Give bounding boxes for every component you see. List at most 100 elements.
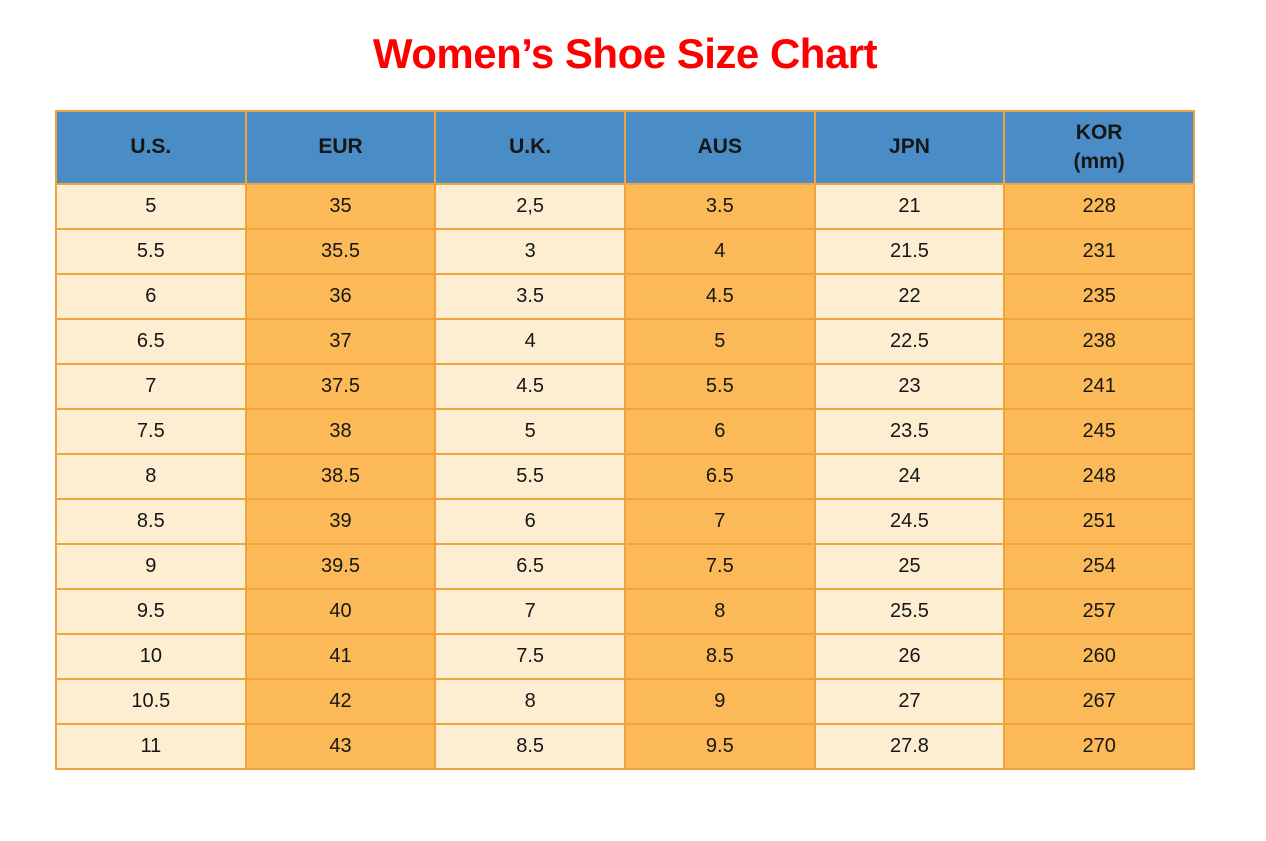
table-row: 9 39.5 6.5 7.5 25 254	[55, 543, 1195, 590]
table-row: 6.5 37 4 5 22.5 238	[55, 318, 1195, 365]
size-cell: 4	[623, 228, 816, 275]
size-cell: 7.5	[623, 543, 816, 590]
column-header-label: JPN	[889, 135, 930, 159]
size-cell: 43	[244, 723, 437, 770]
column-header-aus: AUS	[623, 110, 816, 185]
size-cell: 25.5	[813, 588, 1006, 635]
size-cell: 21	[813, 183, 1006, 230]
size-cell: 10.5	[55, 678, 247, 725]
size-cell: 3.5	[623, 183, 816, 230]
size-cell: 251	[1003, 498, 1195, 545]
table-row: 8.5 39 6 7 24.5 251	[55, 498, 1195, 545]
table-row: 10.5 42 8 9 27 267	[55, 678, 1195, 725]
size-cell: 37.5	[244, 363, 437, 410]
size-cell: 3	[434, 228, 626, 275]
table-row: 7.5 38 5 6 23.5 245	[55, 408, 1195, 455]
column-header-kor: KOR (mm)	[1003, 110, 1195, 185]
size-cell: 26	[813, 633, 1006, 680]
size-cell: 6.5	[55, 318, 247, 365]
size-cell: 27	[813, 678, 1006, 725]
size-cell: 7.5	[55, 408, 247, 455]
table-row: 5.5 35.5 3 4 21.5 231	[55, 228, 1195, 275]
size-cell: 36	[244, 273, 437, 320]
size-cell: 25	[813, 543, 1006, 590]
table-row: 11 43 8.5 9.5 27.8 270	[55, 723, 1195, 770]
size-cell: 5	[434, 408, 626, 455]
size-cell: 6.5	[434, 543, 626, 590]
column-header-label: U.K.	[509, 135, 552, 159]
size-cell: 7.5	[434, 633, 626, 680]
size-cell: 6	[55, 273, 247, 320]
table-row: 9.5 40 7 8 25.5 257	[55, 588, 1195, 635]
column-header-jpn: JPN	[813, 110, 1006, 185]
size-cell: 9.5	[623, 723, 816, 770]
column-header-uk: U.K.	[434, 110, 626, 185]
size-cell: 248	[1003, 453, 1195, 500]
page-title: Women’s Shoe Size Chart	[372, 30, 878, 77]
column-header-eur: EUR	[244, 110, 437, 185]
table-header: U.S. EUR U.K. AUS JPN	[55, 110, 1195, 185]
table-row: 6 36 3.5 4.5 22 235	[55, 273, 1195, 320]
size-cell: 23	[813, 363, 1006, 410]
size-cell: 6.5	[623, 453, 816, 500]
column-header-us: U.S.	[55, 110, 247, 185]
size-cell: 238	[1003, 318, 1195, 365]
column-header-label: AUS	[697, 135, 742, 159]
shoe-size-table: U.S. EUR U.K. AUS JPN	[55, 110, 1195, 770]
size-cell: 42	[244, 678, 437, 725]
size-cell: 254	[1003, 543, 1195, 590]
size-cell: 3.5	[434, 273, 626, 320]
size-cell: 21.5	[813, 228, 1006, 275]
size-cell: 10	[55, 633, 247, 680]
size-cell: 8	[55, 453, 247, 500]
size-cell: 7	[623, 498, 816, 545]
size-cell: 260	[1003, 633, 1195, 680]
size-cell: 35.5	[244, 228, 437, 275]
size-cell: 4.5	[623, 273, 816, 320]
size-cell: 241	[1003, 363, 1195, 410]
size-cell: 5	[623, 318, 816, 365]
size-cell: 40	[244, 588, 437, 635]
size-cell: 37	[244, 318, 437, 365]
size-cell: 270	[1003, 723, 1195, 770]
size-cell: 38	[244, 408, 437, 455]
size-cell: 8.5	[55, 498, 247, 545]
size-cell: 7	[434, 588, 626, 635]
table-row: 8 38.5 5.5 6.5 24 248	[55, 453, 1195, 500]
size-cell: 5.5	[434, 453, 626, 500]
size-cell: 41	[244, 633, 437, 680]
size-cell: 8.5	[434, 723, 626, 770]
size-cell: 231	[1003, 228, 1195, 275]
size-cell: 22.5	[813, 318, 1006, 365]
size-cell: 39.5	[244, 543, 437, 590]
column-header-label: KOR	[1075, 121, 1123, 145]
size-cell: 4.5	[434, 363, 626, 410]
size-cell: 24	[813, 453, 1006, 500]
size-cell: 11	[55, 723, 247, 770]
size-cell: 24.5	[813, 498, 1006, 545]
size-cell: 6	[434, 498, 626, 545]
size-cell: 9	[55, 543, 247, 590]
size-cell: 5	[55, 183, 247, 230]
size-cell: 27.8	[813, 723, 1006, 770]
column-header-label: U.S.	[130, 135, 172, 159]
size-cell: 228	[1003, 183, 1195, 230]
table-row: 5 35 2,5 3.5 21 228	[55, 183, 1195, 230]
table-row: 7 37.5 4.5 5.5 23 241	[55, 363, 1195, 410]
size-cell: 245	[1003, 408, 1195, 455]
size-cell: 7	[55, 363, 247, 410]
size-cell: 38.5	[244, 453, 437, 500]
size-cell: 9	[623, 678, 816, 725]
header-row: U.S. EUR U.K. AUS JPN	[55, 110, 1195, 185]
table-row: 10 41 7.5 8.5 26 260	[55, 633, 1195, 680]
size-cell: 5.5	[55, 228, 247, 275]
size-cell: 4	[434, 318, 626, 365]
size-cell: 8	[623, 588, 816, 635]
size-cell: 35	[244, 183, 437, 230]
table-body: 5 35 2,5 3.5 21 228 5.5 35.5 3 4 21.5 231 6 36 3.5 4.5 2…	[55, 183, 1195, 770]
size-cell: 5.5	[623, 363, 816, 410]
column-header-sublabel: (mm)	[1073, 149, 1125, 173]
size-cell: 8	[434, 678, 626, 725]
size-cell: 6	[623, 408, 816, 455]
